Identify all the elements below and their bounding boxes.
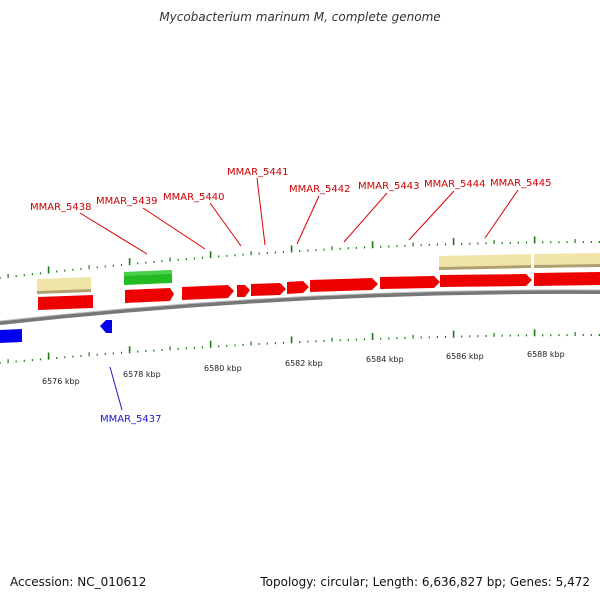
feature-region-1[interactable] bbox=[37, 277, 91, 294]
gene-label[interactable]: MMAR_5440 bbox=[163, 192, 225, 203]
scale-label: 6582 kbp bbox=[285, 359, 323, 368]
scale-label: 6578 kbp bbox=[123, 370, 161, 379]
scale-label: 6580 kbp bbox=[204, 364, 242, 373]
gene-reverse-left[interactable] bbox=[0, 329, 22, 343]
gene-label[interactable]: MMAR_5443 bbox=[358, 181, 420, 192]
gene-mmar-5442[interactable] bbox=[287, 281, 309, 294]
genome-backbone bbox=[0, 289, 600, 325]
scale-label: 6586 kbp bbox=[446, 352, 484, 361]
gene-label[interactable]: MMAR_5438 bbox=[30, 202, 92, 213]
gene-mmar-5438[interactable] bbox=[125, 288, 174, 303]
gene-mmar-5446[interactable] bbox=[534, 272, 600, 286]
label-leaders bbox=[79, 177, 519, 255]
gene-mmar-5441[interactable] bbox=[251, 283, 286, 296]
lower-tick-row bbox=[0, 329, 600, 364]
label-leader-mmar-5437 bbox=[109, 366, 123, 411]
gene-label[interactable]: MMAR_5445 bbox=[490, 178, 552, 189]
gene-label[interactable]: MMAR_5439 bbox=[96, 196, 158, 207]
accession-text: Accession: NC_010612 bbox=[10, 575, 147, 589]
gene-mmar-5436[interactable] bbox=[38, 295, 93, 310]
gene-label[interactable]: MMAR_5441 bbox=[227, 167, 289, 178]
gene-mmar-5445[interactable] bbox=[440, 274, 532, 287]
reverse-gene-track bbox=[0, 320, 112, 343]
forward-gene-track bbox=[38, 272, 600, 310]
scale-label: 6588 kbp bbox=[527, 350, 565, 359]
gene-mmar-5437[interactable] bbox=[100, 320, 112, 333]
gene-mmar-5440[interactable] bbox=[237, 285, 250, 297]
rna-gene[interactable] bbox=[124, 270, 172, 285]
gene-mmar-5443[interactable] bbox=[310, 278, 378, 292]
gene-label[interactable]: MMAR_5444 bbox=[424, 179, 486, 190]
genome-title: Mycobacterium marinum M, complete genome bbox=[159, 10, 441, 24]
gene-label[interactable]: MMAR_5437 bbox=[100, 414, 162, 425]
feature-region-2[interactable] bbox=[439, 254, 531, 270]
gene-mmar-5444[interactable] bbox=[380, 276, 440, 289]
genome-summary-text: Topology: circular; Length: 6,636,827 bp… bbox=[260, 575, 590, 589]
gene-label[interactable]: MMAR_5442 bbox=[289, 184, 351, 195]
upper-tick-row bbox=[0, 236, 600, 279]
feature-region-3[interactable] bbox=[534, 253, 600, 268]
scale-label: 6584 kbp bbox=[366, 355, 404, 364]
scale-label: 6576 kbp bbox=[42, 377, 80, 386]
gene-mmar-5439[interactable] bbox=[182, 285, 234, 300]
